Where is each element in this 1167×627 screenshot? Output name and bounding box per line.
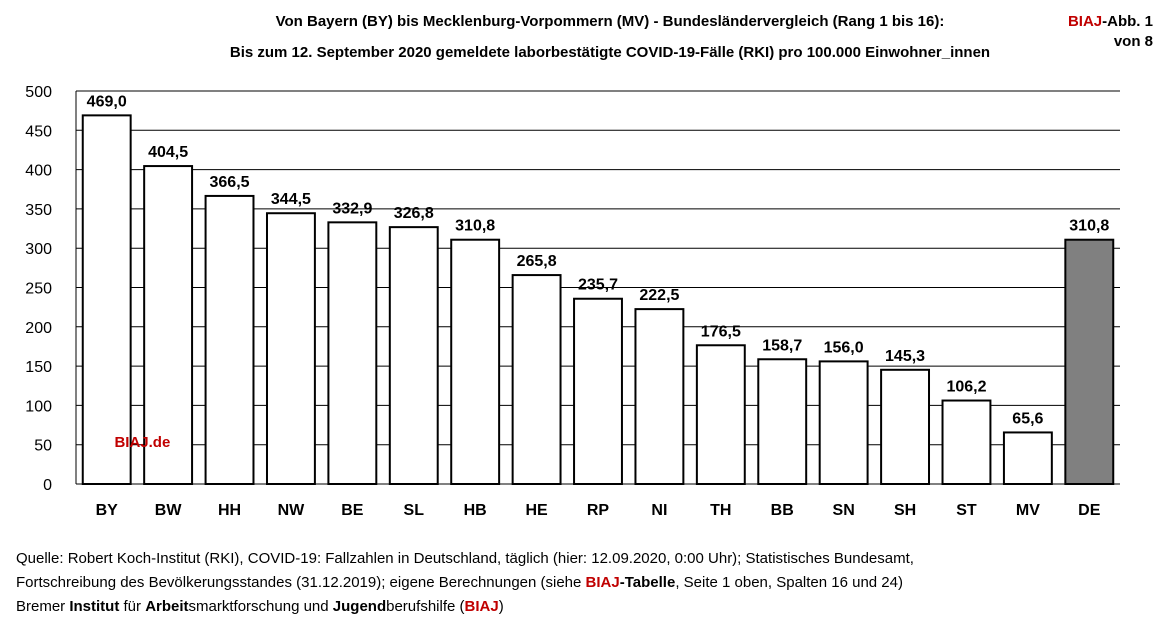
bar-st: [941, 399, 992, 485]
x-tick-label-hh: HH: [218, 502, 241, 519]
x-tick-label-nw: NW: [278, 502, 306, 519]
x-tick-label-rp: RP: [587, 502, 610, 519]
data-label-rp: 235,7: [578, 277, 618, 294]
watermark: BIAJ.de: [114, 434, 170, 451]
bar-rp: [573, 297, 623, 485]
bar-by: [81, 114, 132, 485]
data-label-be: 332,9: [332, 200, 372, 217]
chart-title-line2: Bis zum 12. September 2020 gemeldete lab…: [229, 44, 991, 61]
x-tick-label-be: BE: [341, 502, 364, 519]
x-tick-label-by: BY: [96, 502, 119, 519]
data-label-st: 106,2: [946, 379, 986, 396]
source-line2: Fortschreibung des Bevölkerungsstandes (…: [16, 574, 903, 591]
bar-bw: [143, 165, 194, 486]
x-tick-label-th: TH: [710, 502, 731, 519]
badge-suffix: -Abb. 1: [1102, 13, 1153, 30]
bar-th: [695, 344, 746, 485]
bar-hh: [204, 194, 255, 485]
figure-badge: BIAJ-Abb. 1 von 8: [1068, 12, 1153, 52]
bar-ni: [634, 308, 685, 485]
x-tick-label-he: HE: [525, 502, 548, 519]
x-tick-label-sl: SL: [404, 502, 425, 519]
data-label-nw: 344,5: [271, 191, 311, 208]
bar-hb: [450, 238, 501, 485]
x-tick-label-hb: HB: [464, 502, 487, 519]
y-tick-label: 50: [34, 438, 52, 455]
x-tick-label-sh: SH: [894, 502, 916, 519]
bar-sl: [388, 226, 439, 485]
x-tick-label-mv: MV: [1016, 502, 1040, 519]
x-tick-label-de: DE: [1078, 502, 1101, 519]
data-label-ni: 222,5: [639, 287, 679, 304]
data-label-sl: 326,8: [394, 205, 434, 222]
bar-chart: 0 50 100 150 200 250 300 350 400 450 500 469,0 BY 404…: [25, 84, 1120, 519]
data-label-sn: 156,0: [824, 339, 864, 356]
chart-title-line1: Von Bayern (BY) bis Mecklenburg-Vorpomme…: [275, 13, 945, 30]
data-label-he: 265,8: [517, 253, 557, 270]
data-label-by: 469,0: [87, 93, 127, 110]
y-tick-label: 350: [25, 202, 52, 219]
data-label-th: 176,5: [701, 323, 741, 340]
badge-line2: von 8: [1113, 33, 1153, 50]
x-tick-label-sn: SN: [833, 502, 855, 519]
y-tick-label: 100: [25, 398, 52, 415]
x-tick-label-bw: BW: [155, 502, 183, 519]
bar-bb: [757, 358, 808, 486]
bar-he: [511, 274, 562, 485]
x-tick-label-st: ST: [956, 502, 977, 519]
y-tick-label: 300: [25, 241, 52, 258]
source-line1: Quelle: Robert Koch-Institut (RKI), COVI…: [16, 550, 914, 567]
source-note: Quelle: Robert Koch-Institut (RKI), COVI…: [16, 547, 914, 619]
data-label-hb: 310,8: [455, 218, 495, 235]
x-tick-label-ni: NI: [651, 502, 667, 519]
bar-be: [327, 221, 378, 485]
data-label-bw: 404,5: [148, 144, 188, 161]
bar-sh: [880, 368, 931, 485]
y-tick-label: 150: [25, 359, 52, 376]
y-tick-label: 200: [25, 320, 52, 337]
bar-sn: [818, 360, 869, 485]
source-line3: Bremer Institut für Arbeitsmarktforschun…: [16, 598, 504, 615]
data-label-de: 310,8: [1069, 218, 1109, 235]
y-tick-label: 450: [25, 123, 52, 140]
bar-de: [1064, 238, 1115, 485]
y-tick-label: 0: [43, 477, 52, 494]
y-tick-label: 250: [25, 281, 52, 298]
data-label-bb: 158,7: [762, 337, 802, 354]
bar-nw: [265, 212, 316, 486]
y-tick-label: 400: [25, 163, 52, 180]
data-label-sh: 145,3: [885, 348, 925, 365]
source-brand-2: BIAJ: [464, 598, 499, 615]
bar-mv: [1002, 431, 1053, 485]
x-tick-label-bb: BB: [771, 502, 794, 519]
badge-brand: BIAJ: [1067, 13, 1103, 30]
data-label-mv: 65,6: [1012, 410, 1043, 427]
source-brand: BIAJ: [585, 574, 620, 591]
y-tick-label: 500: [25, 84, 52, 101]
data-label-hh: 366,5: [210, 174, 250, 191]
